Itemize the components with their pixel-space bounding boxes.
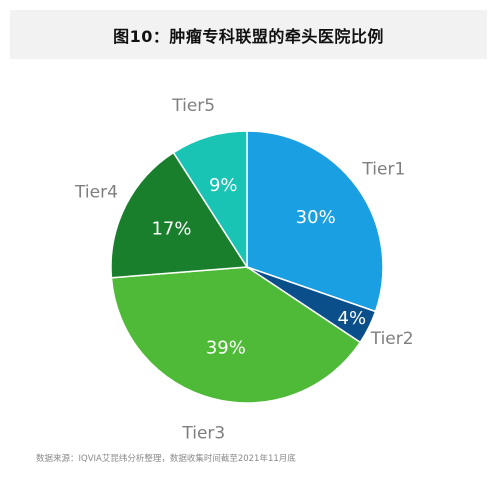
source-note: 数据来源：IQVIA艾昆纬分析整理，数据收集时间截至2021年11月底 — [36, 454, 296, 464]
category-label-tier3: Tier3 — [181, 423, 225, 443]
pie-slice-tier4 — [110, 151, 249, 279]
category-label-tier4: Tier4 — [74, 182, 118, 202]
chart-title: 图10：肿瘤专科联盟的牵头医院比例 — [113, 26, 384, 46]
title-bar: 图10：肿瘤专科联盟的牵头医院比例 — [10, 10, 487, 59]
pie-slice-tier3 — [110, 266, 362, 404]
value-label-tier5: 9% — [209, 175, 238, 196]
category-label-tier2: Tier2 — [370, 329, 414, 349]
value-label-tier2: 4% — [338, 308, 367, 329]
pie-slice-tier1 — [246, 130, 384, 313]
pie-slice-tier5 — [172, 130, 248, 270]
category-label-tier1: Tier1 — [361, 160, 405, 180]
category-label-tier5: Tier5 — [171, 96, 215, 116]
value-label-tier3: 39% — [206, 338, 246, 359]
value-label-tier4: 17% — [151, 219, 191, 240]
value-label-tier1: 30% — [296, 207, 336, 228]
